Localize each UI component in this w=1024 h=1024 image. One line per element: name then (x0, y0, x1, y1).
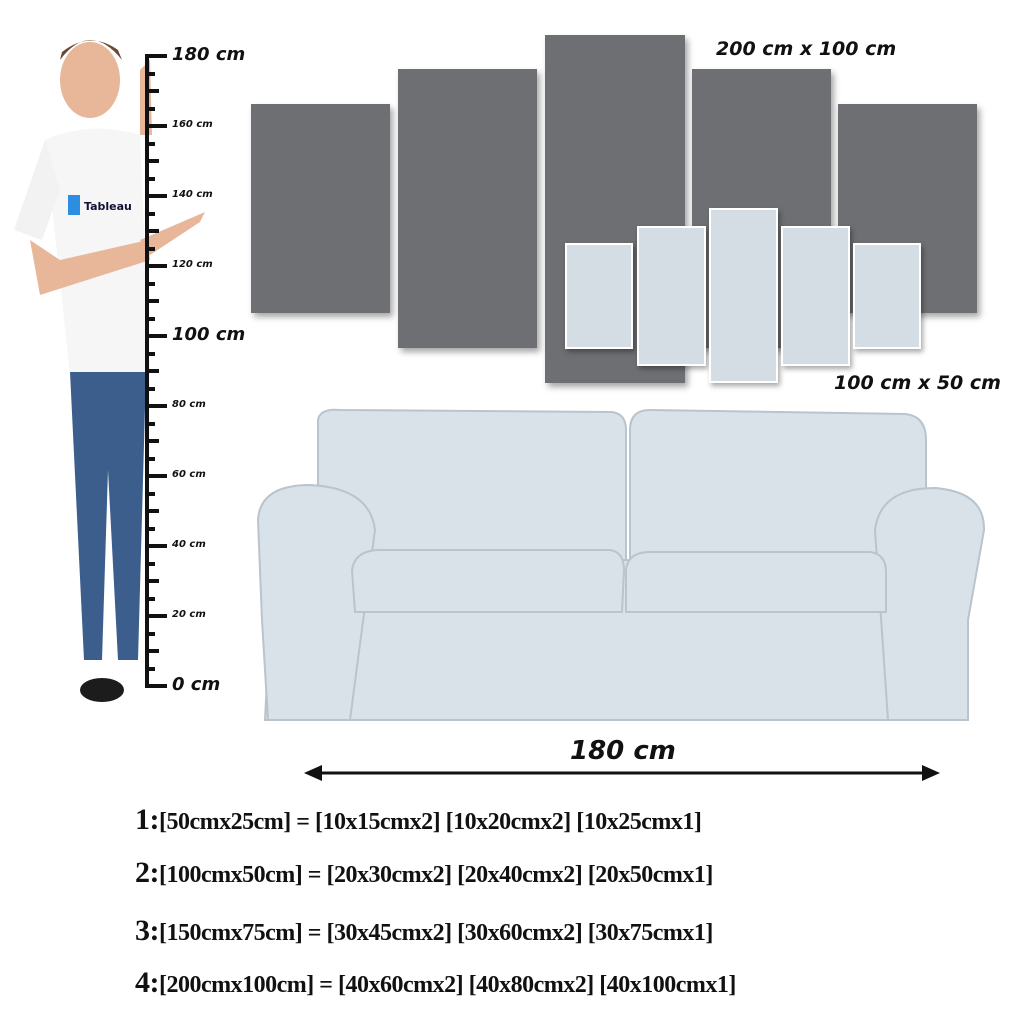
ruler-tick (145, 71, 155, 76)
ruler-tick (145, 159, 159, 163)
size-text: [100cmx50cm] = [20x30cmx2] [20x40cmx2] [… (159, 862, 713, 888)
ruler-tick (145, 281, 155, 286)
ruler-label: 180 cm (172, 44, 246, 65)
ruler-tick (145, 456, 155, 461)
size-row-3: 3:[150cmx75cm] = [30x45cmx2] [30x60cmx2]… (135, 914, 713, 948)
ruler-tick (145, 176, 155, 181)
ruler-tick (145, 544, 167, 548)
ruler-tick (145, 509, 159, 513)
ruler-tick (145, 631, 155, 636)
ruler-label: 120 cm (172, 259, 213, 270)
ruler-tick (145, 211, 155, 216)
size-text: [200cmx100cm] = [40x60cmx2] [40x80cmx2] … (159, 972, 736, 998)
large-panel-2 (398, 69, 537, 348)
ruler-tick (145, 421, 155, 426)
ruler-tick (145, 666, 155, 671)
size-row-2: 2:[100cmx50cm] = [20x30cmx2] [20x40cmx2]… (135, 856, 713, 890)
ruler-tick (145, 649, 159, 653)
small-panel-2 (637, 226, 706, 366)
ruler-tick (145, 614, 167, 618)
ruler-tick (145, 596, 155, 601)
size-number: 2: (135, 856, 160, 889)
ruler-label: 0 cm (172, 674, 221, 695)
ruler-tick (145, 684, 167, 688)
ruler-tick (145, 316, 155, 321)
large-set-label: 200 cm x 100 cm (716, 38, 897, 60)
small-panel-3 (709, 208, 778, 383)
ruler-label: 160 cm (172, 119, 213, 130)
ruler-tick (145, 141, 155, 146)
ruler-tick (145, 106, 155, 111)
sofa-illustration (256, 408, 986, 721)
ruler-label: 140 cm (172, 189, 213, 200)
sofa-width-label: 180 cm (570, 736, 676, 766)
ruler-tick (145, 561, 155, 566)
large-panel-1 (251, 104, 390, 313)
ruler-tick (145, 474, 167, 478)
width-arrow (304, 765, 940, 781)
ruler-tick (145, 404, 167, 408)
ruler-tick (145, 491, 155, 496)
ruler-tick (145, 89, 159, 93)
small-panel-4 (781, 226, 850, 366)
ruler-tick (145, 526, 155, 531)
person-illustration (14, 40, 205, 702)
size-text: [150cmx75cm] = [30x45cmx2] [30x60cmx2] [… (159, 920, 713, 946)
ruler-tick (145, 54, 167, 58)
ruler-tick (145, 246, 155, 251)
ruler-tick (145, 194, 167, 198)
ruler-label: 20 cm (172, 609, 206, 620)
shirt-logo: Tableau (84, 200, 132, 213)
ruler-tick (145, 334, 167, 338)
ruler-label: 60 cm (172, 469, 206, 480)
size-text: [50cmx25cm] = [10x15cmx2] [10x20cmx2] [1… (159, 809, 702, 835)
ruler-label: 80 cm (172, 399, 206, 410)
small-panel-5 (853, 243, 921, 349)
ruler-tick (145, 369, 159, 373)
ruler-label: 100 cm (172, 324, 246, 345)
ruler-tick (145, 124, 167, 128)
ruler-tick (145, 579, 159, 583)
small-panel-1 (565, 243, 633, 349)
size-row-4: 4:[200cmx100cm] = [40x60cmx2] [40x80cmx2… (135, 966, 736, 1000)
ruler-tick (145, 386, 155, 391)
small-set-label: 100 cm x 50 cm (834, 372, 1001, 394)
ruler-label: 40 cm (172, 539, 206, 550)
size-number: 3: (135, 914, 160, 947)
size-row-1: 1:[50cmx25cm] = [10x15cmx2] [10x20cmx2] … (135, 803, 702, 837)
ruler-tick (145, 439, 159, 443)
size-number: 4: (135, 966, 160, 999)
ruler-tick (145, 264, 167, 268)
ruler-tick (145, 299, 159, 303)
ruler-tick (145, 229, 159, 233)
size-number: 1: (135, 803, 160, 836)
ruler-tick (145, 351, 155, 356)
